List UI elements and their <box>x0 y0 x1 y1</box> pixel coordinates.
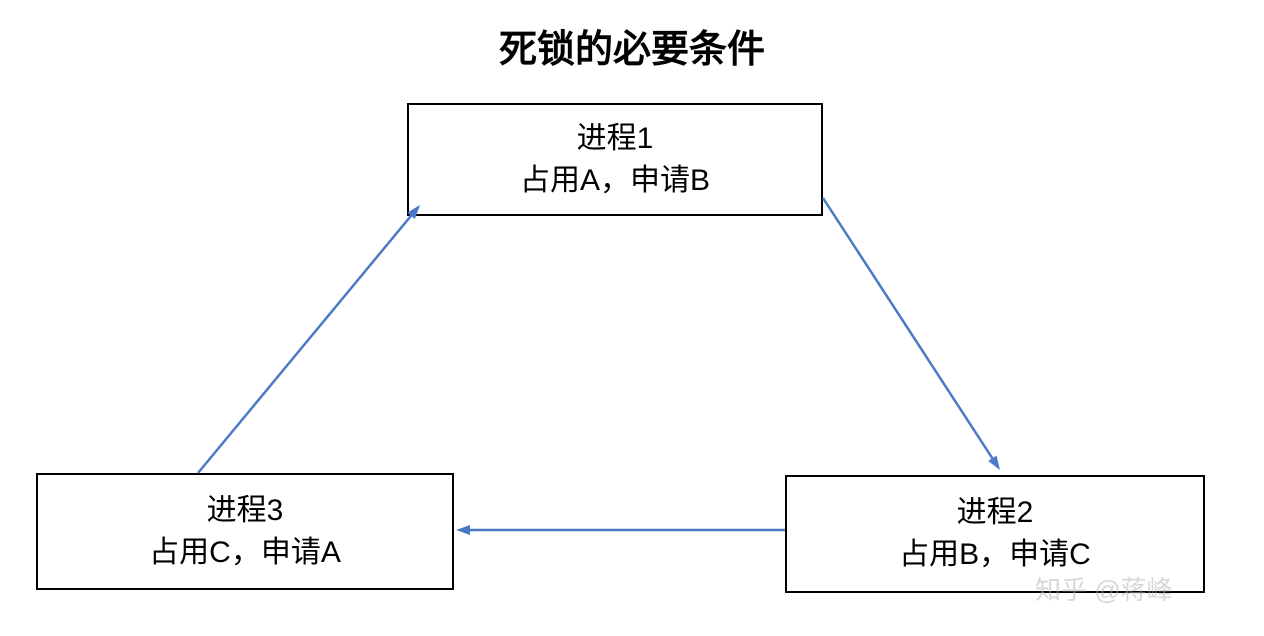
node-process-2-title: 进程2 <box>957 492 1034 534</box>
node-process-3: 进程3 占用C，申请A <box>36 473 454 590</box>
watermark-text: 知乎 @蒋峰 <box>1035 570 1173 607</box>
edge-arrowhead <box>988 456 1000 470</box>
node-process-1-subtitle: 占用A，申请B <box>520 160 710 202</box>
node-process-1: 进程1 占用A，申请B <box>407 103 823 216</box>
edge-arrowhead <box>456 525 470 535</box>
node-process-3-subtitle: 占用C，申请A <box>149 532 341 574</box>
edge-line <box>823 198 993 459</box>
edge-line <box>198 215 412 473</box>
node-process-1-title: 进程1 <box>577 118 654 160</box>
diagram-title: 死锁的必要条件 <box>499 18 765 73</box>
node-process-3-title: 进程3 <box>207 490 284 532</box>
